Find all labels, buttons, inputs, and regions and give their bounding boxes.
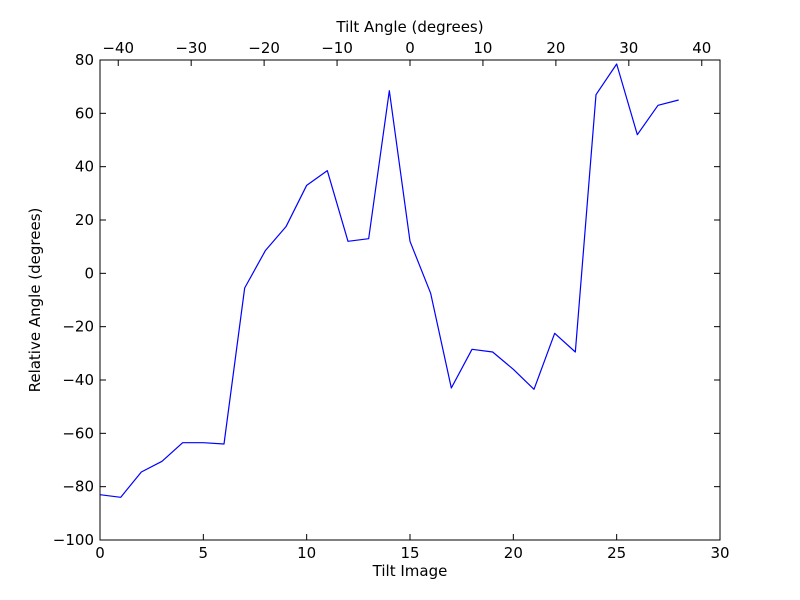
y-tick-label: 20 — [75, 211, 94, 229]
x-tick-label: 10 — [297, 544, 316, 562]
y-tick-label: 80 — [75, 51, 94, 69]
y-tick-label: −100 — [53, 531, 94, 549]
x-tick-label: 0 — [95, 544, 105, 562]
y-axis-label: Relative Angle (degrees) — [26, 208, 44, 393]
top-x-tick-label: 30 — [619, 39, 638, 57]
top-x-tick-label: 10 — [473, 39, 492, 57]
x-tick-label: 25 — [607, 544, 626, 562]
top-x-tick-label: −40 — [102, 39, 134, 57]
y-tick-label: −60 — [62, 424, 94, 442]
y-tick-label: −20 — [62, 318, 94, 336]
top-x-tick-label: −10 — [321, 39, 353, 57]
tick-labels-layer: 0 5 10 15 20 25 30−40 −30 −20 −10 0 10 20 30 40−100−80… — [53, 39, 730, 562]
plot-frame — [99, 59, 721, 541]
y-tick-label: 40 — [75, 158, 94, 176]
top-x-tick-label: 40 — [692, 39, 711, 57]
y-tick-label: −80 — [62, 478, 94, 496]
y-tick-label: −40 — [62, 371, 94, 389]
top-x-tick-label: −20 — [248, 39, 280, 57]
top-x-tick-label: 0 — [405, 39, 415, 57]
x-axis-label: Tilt Image — [372, 562, 448, 580]
x-tick-label: 30 — [710, 544, 729, 562]
y-tick-label: 0 — [84, 264, 94, 282]
top-x-tick-label: 20 — [546, 39, 565, 57]
top-x-axis-label: Tilt Angle (degrees) — [335, 18, 483, 36]
series-layer — [99, 63, 679, 498]
x-tick-label: 5 — [199, 544, 209, 562]
series-line — [99, 63, 679, 498]
x-tick-label: 20 — [504, 544, 523, 562]
y-tick-label: 60 — [75, 104, 94, 122]
top-x-tick-label: −30 — [175, 39, 207, 57]
x-tick-label: 15 — [400, 544, 419, 562]
